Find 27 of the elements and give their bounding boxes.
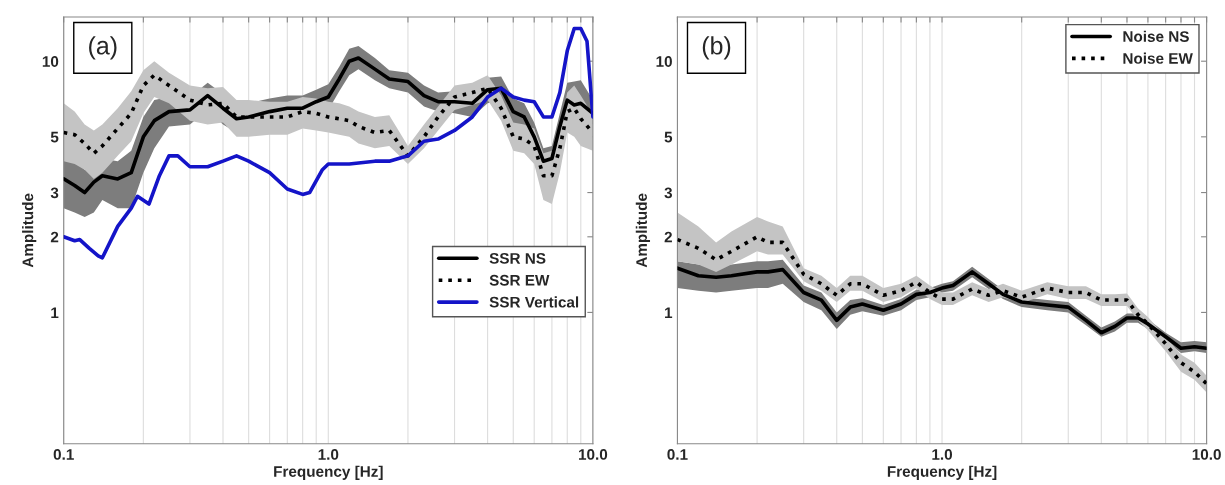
x-tick-label: 10.0 (579, 449, 608, 460)
legend-label: SSR NS (489, 252, 546, 264)
y-axis-title: Amplitude (22, 193, 37, 268)
y-tick-label: 5 (50, 131, 59, 143)
x-tick-label: 1.0 (932, 449, 953, 460)
y-tick-label: 10 (42, 56, 59, 67)
y-tick-label: 2 (50, 231, 59, 243)
y-tick-label: 2 (664, 231, 672, 243)
y-tick-label: 3 (50, 187, 59, 199)
y-tick-label: 5 (664, 131, 673, 143)
annotation: (b) (702, 36, 731, 60)
y-axis-title: Amplitude (635, 193, 651, 268)
x-tick-label: 1.0 (318, 449, 339, 460)
y-tick-label: 1 (665, 307, 673, 318)
x-tick-label: 0.1 (53, 449, 74, 460)
x-axis-title: Frequency [Hz] (274, 465, 383, 480)
legend-label: SSR EW (489, 274, 550, 286)
legend-label: SSR Vertical (489, 296, 579, 308)
y-tick-label: 3 (664, 187, 673, 199)
x-axis-title: Frequency [Hz] (887, 465, 997, 480)
x-tick-label: 10.0 (1192, 449, 1221, 460)
legend-label: Noise NS (1123, 30, 1189, 42)
x-tick-label: 0.1 (667, 449, 688, 460)
y-tick-label: 1 (51, 307, 59, 318)
y-tick-label: 10 (656, 56, 672, 67)
annotation: (a) (89, 36, 117, 60)
legend-label: Noise EW (1123, 52, 1193, 64)
